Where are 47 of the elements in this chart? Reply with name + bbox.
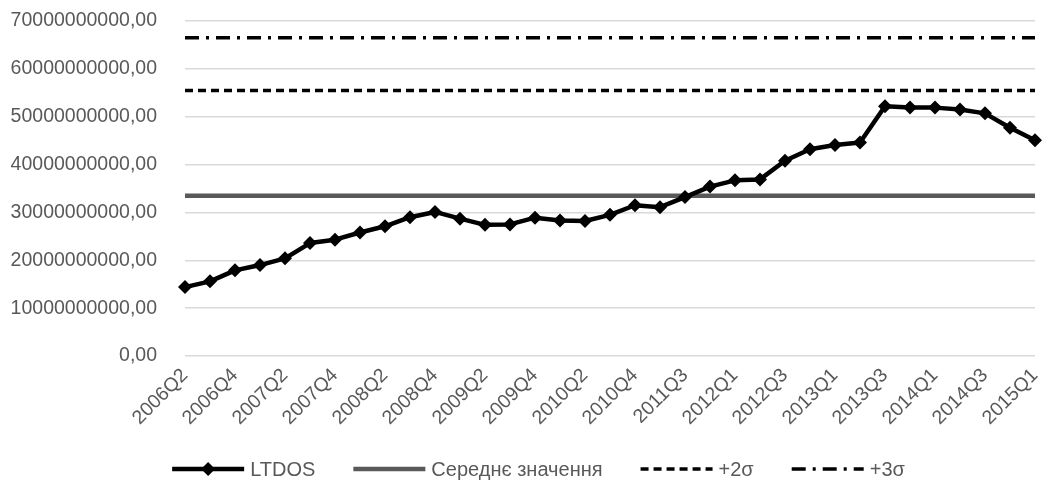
y-tick-label: 50000000000,00 [10,104,158,127]
y-tick-label: 60000000000,00 [10,56,158,79]
y-tick-label: 10000000000,00 [10,295,158,318]
point [428,204,442,219]
point [278,251,292,266]
point [853,135,867,150]
point [953,102,967,117]
point [828,137,842,152]
legend-label: +3σ [869,457,906,480]
point [1003,120,1017,135]
point [928,100,942,115]
point [528,210,542,225]
point [303,236,317,251]
point [478,217,492,232]
y-tick-label: 30000000000,00 [10,199,158,222]
point [878,99,892,114]
point [903,100,917,115]
point [778,153,792,168]
point [703,179,717,194]
point [203,274,217,289]
y-tick-label: 70000000000,00 [10,8,158,31]
point [678,190,692,205]
point [228,263,242,278]
point [403,210,417,225]
point [978,106,992,121]
point [553,213,567,228]
y-tick-label: 20000000000,00 [10,247,158,270]
point [578,214,592,229]
point [353,225,367,240]
point [378,219,392,234]
point [728,173,742,188]
point [753,172,767,187]
point [1028,133,1042,148]
legend-label: LTDOS [250,457,316,480]
point [178,280,192,295]
legend-label: Середнє значення [431,457,603,480]
point [253,258,267,273]
point [453,211,467,226]
point [653,200,667,215]
point [628,198,642,213]
legend-label: +2σ [718,457,755,480]
y-tick-label: 40000000000,00 [10,151,158,174]
y-tick-label: 0,00 [119,343,158,366]
point [803,142,817,157]
point [603,207,617,222]
point [503,217,517,232]
point [328,232,342,247]
